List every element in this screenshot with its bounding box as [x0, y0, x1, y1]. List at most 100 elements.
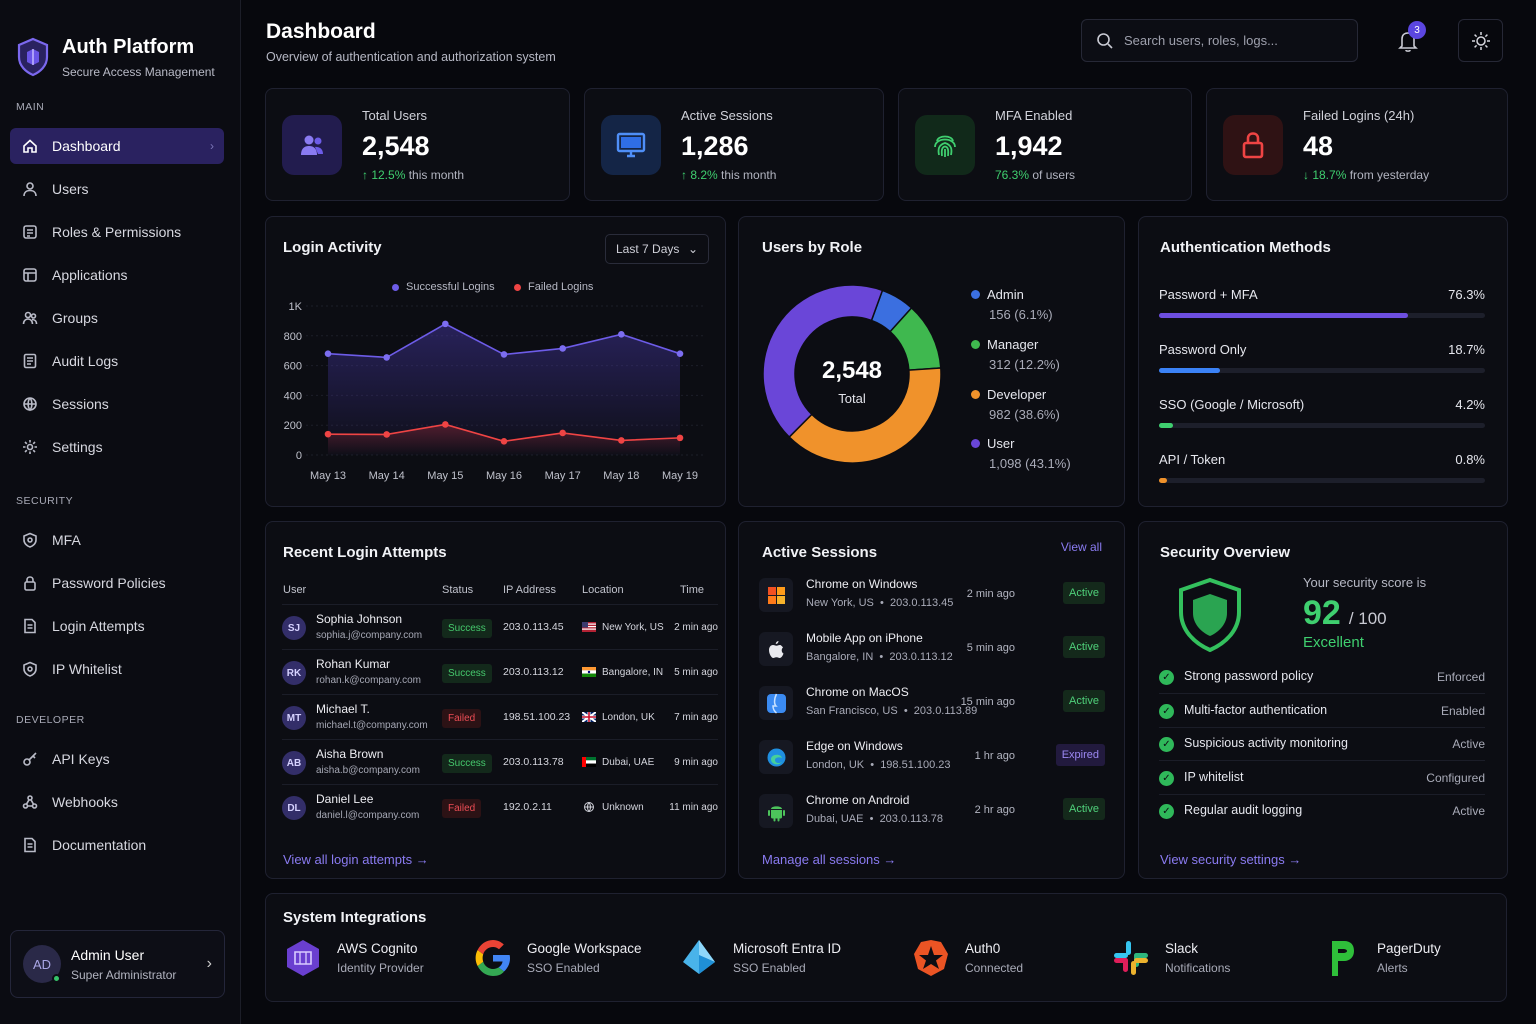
system-integrations-card: System Integrations AWS Cognito Identity… — [265, 893, 1507, 1002]
arrow-right-icon: → — [1288, 852, 1302, 867]
sidebar-item-webhooks[interactable]: Webhooks — [10, 784, 224, 820]
stat-card-3: Failed Logins (24h) 48 ↓ 18.7% from yest… — [1206, 88, 1508, 201]
nav-section-security: SECURITY — [16, 495, 74, 507]
column-header-user: User — [283, 584, 307, 596]
security-check-row: ✓ Strong password policy Enforced — [1159, 661, 1485, 694]
login-activity-chart: 0 200 400 600 800 1K May 13 May 14 May 15 May 16 M… — [284, 301, 706, 482]
current-user-card[interactable]: AD Admin User Super Administrator › — [10, 930, 225, 998]
location: London, UK — [602, 712, 655, 723]
sidebar-item-label: IP Whitelist — [52, 661, 122, 677]
location: Bangalore, IN — [602, 667, 664, 678]
data-point[interactable] — [324, 430, 332, 438]
data-point[interactable] — [500, 351, 508, 358]
sidebar-item-settings[interactable]: Settings — [10, 429, 224, 465]
sidebar-item-ip-whitelist[interactable]: IP Whitelist — [10, 651, 224, 687]
view-security-settings-link[interactable]: View security settings → — [1160, 852, 1301, 867]
integration-microsoft-entra-id[interactable]: Microsoft Entra ID SSO Enabled — [679, 938, 841, 978]
theme-toggle-button[interactable] — [1458, 19, 1503, 62]
search-input[interactable]: Search users, roles, logs... — [1081, 19, 1358, 62]
data-point[interactable] — [383, 431, 390, 438]
brand[interactable]: Auth Platform Secure Access Management — [10, 0, 230, 92]
data-point[interactable] — [324, 350, 332, 357]
sidebar-item-audit-logs[interactable]: Audit Logs — [10, 343, 224, 379]
data-point[interactable] — [676, 434, 684, 442]
sidebar-item-login-attempts[interactable]: Login Attempts — [10, 608, 224, 644]
data-point[interactable] — [559, 345, 566, 352]
integration-aws-cognito[interactable]: AWS Cognito Identity Provider — [283, 938, 424, 978]
app-subtitle: Secure Access Management — [62, 64, 215, 79]
role-count: 156 (6.1%) — [989, 307, 1053, 322]
users-by-role-card: Users by Role 2,548 Total Admin 156 (6.1… — [738, 216, 1125, 507]
session-row[interactable]: Mobile App on iPhone Bangalore, IN • 203… — [759, 622, 1105, 676]
integration-auth0[interactable]: Auth0 Connected — [911, 938, 1023, 978]
view-all-sessions-link[interactable]: View all — [1060, 540, 1102, 554]
session-row[interactable]: Chrome on Android Dubai, UAE • 203.0.113… — [759, 784, 1105, 838]
data-point[interactable] — [442, 421, 449, 428]
table-row[interactable]: RK Rohan Kumar rohan.k@company.com Succe… — [282, 649, 718, 694]
chevron-right-icon: › — [210, 139, 214, 153]
manage-all-sessions-link[interactable]: Manage all sessions → — [762, 852, 896, 867]
sidebar-item-documentation[interactable]: Documentation — [10, 827, 224, 863]
data-point[interactable] — [618, 437, 625, 444]
table-row[interactable]: MT Michael T. michael.t@company.com Fail… — [282, 694, 718, 739]
session-time: 1 hr ago — [974, 750, 1015, 762]
shield-check-icon — [1179, 577, 1241, 653]
security-rating: Excellent — [1303, 634, 1364, 651]
status-badge: Failed — [442, 799, 482, 818]
y-tick-label: 400 — [284, 390, 302, 402]
table-row[interactable]: SJ Sophia Johnson sophia.j@company.com S… — [282, 604, 718, 649]
integration-pagerduty[interactable]: PagerDuty Alerts — [1323, 938, 1441, 978]
table-row[interactable]: AB Aisha Brown aisha.b@company.com Succe… — [282, 739, 718, 784]
card-title: Login Activity — [283, 239, 382, 256]
data-point[interactable] — [559, 429, 566, 437]
status-badge: Active — [1063, 582, 1105, 604]
flag-uk-icon — [582, 712, 596, 722]
table-row[interactable]: DL Daniel Lee daniel.l@company.com Faile… — [282, 784, 718, 829]
sidebar-item-dashboard[interactable]: Dashboard › — [10, 128, 224, 164]
view-all-login-attempts-link[interactable]: View all login attempts → — [283, 852, 429, 867]
date-range-dropdown[interactable]: Last 7 Days ⌄ — [605, 234, 709, 264]
stat-delta-text: this month — [408, 167, 465, 182]
card-title: Users by Role — [762, 239, 863, 256]
active-sessions-card: Active Sessions View all Chrome on Windo… — [738, 521, 1125, 879]
sidebar-item-mfa[interactable]: MFA — [10, 522, 224, 558]
sidebar-item-api-keys[interactable]: API Keys — [10, 741, 224, 777]
sidebar-item-applications[interactable]: Applications — [10, 257, 224, 293]
sidebar-item-groups[interactable]: Groups — [10, 300, 224, 336]
sidebar-item-roles-permissions[interactable]: Roles & Permissions — [10, 214, 224, 250]
sidebar-item-sessions[interactable]: Sessions — [10, 386, 224, 422]
sidebar-item-users[interactable]: Users — [10, 171, 224, 207]
donut-slice-developer[interactable] — [788, 367, 942, 464]
role-name: Admin — [987, 287, 1024, 302]
integration-google-workspace[interactable]: Google Workspace SSO Enabled — [473, 938, 642, 978]
integration-name: Slack — [1165, 941, 1199, 956]
integration-status: SSO Enabled — [527, 961, 600, 975]
session-row[interactable]: Chrome on MacOS San Francisco, US • 203.… — [759, 676, 1105, 730]
data-point[interactable] — [618, 331, 625, 338]
donut-slice-user[interactable] — [763, 285, 884, 439]
home-icon — [23, 139, 37, 153]
data-point[interactable] — [383, 354, 390, 361]
stat-card-0: Total Users 2,548 ↑ 12.5% this month — [265, 88, 570, 201]
integration-slack[interactable]: Slack Notifications — [1111, 938, 1230, 978]
auth-method-row: Password + MFA 76.3% — [1159, 287, 1485, 318]
session-ip: 203.0.113.78 — [879, 813, 943, 825]
data-point[interactable] — [442, 320, 449, 328]
data-point[interactable] — [500, 437, 508, 445]
session-name: Chrome on Android — [806, 793, 910, 807]
card-title: Recent Login Attempts — [283, 544, 447, 561]
time: 7 min ago — [674, 712, 718, 723]
sidebar-item-password-policies[interactable]: Password Policies — [10, 565, 224, 601]
role-count: 982 (38.6%) — [989, 407, 1060, 422]
role-legend-item: User 1,098 (43.1%) — [971, 436, 1071, 471]
x-tick-label: May 13 — [310, 470, 346, 482]
session-row[interactable]: Chrome on Windows New York, US • 203.0.1… — [759, 568, 1105, 622]
session-row[interactable]: Edge on Windows London, UK • 198.51.100.… — [759, 730, 1105, 784]
stat-card-1: Active Sessions 1,286 ↑ 8.2% this month — [584, 88, 884, 201]
user-email: sophia.j@company.com — [316, 630, 423, 641]
stat-value: 1,942 — [995, 130, 1063, 161]
data-point[interactable] — [676, 350, 684, 357]
login-activity-card: Login Activity Last 7 Days ⌄ Successful L… — [265, 216, 726, 507]
online-status-dot — [52, 974, 61, 983]
progress-fill — [1159, 313, 1408, 318]
